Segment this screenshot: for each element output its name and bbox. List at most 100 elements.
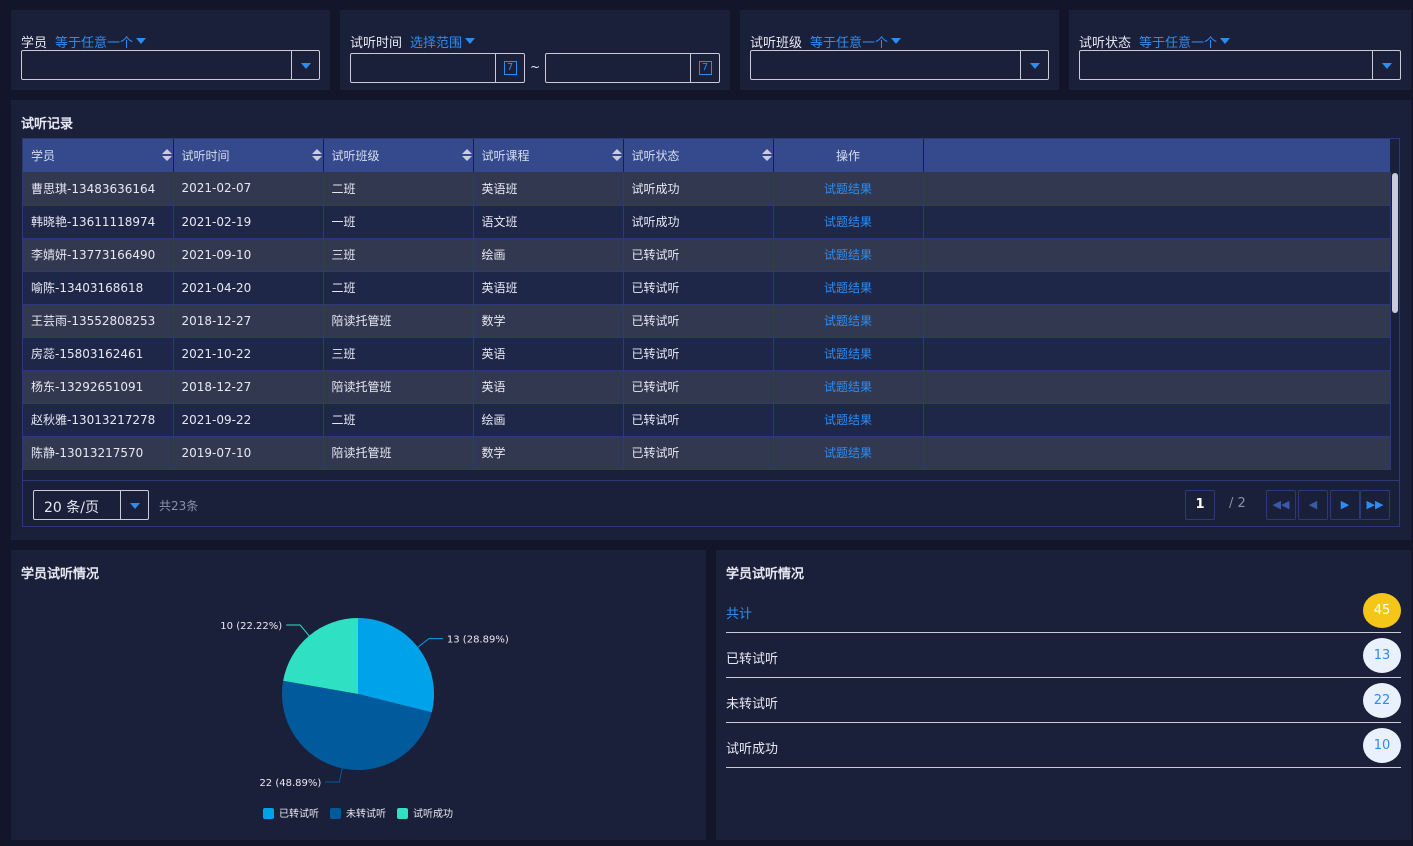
last-page-icon[interactable]: ▶▶ xyxy=(1360,490,1390,520)
result-link[interactable]: 试题结果 xyxy=(773,436,924,470)
next-page-icon[interactable]: ▶ xyxy=(1330,490,1360,520)
result-link[interactable]: 试题结果 xyxy=(773,370,924,404)
slice-label: 13 (28.89%) xyxy=(447,635,509,646)
chevron-down-icon[interactable] xyxy=(1372,51,1400,79)
table-cell: 英语班 xyxy=(473,271,624,305)
chevron-down-icon[interactable] xyxy=(1020,51,1048,79)
table-cell xyxy=(923,370,1391,404)
table-cell: 三班 xyxy=(323,238,474,272)
result-link[interactable]: 试题结果 xyxy=(773,337,924,371)
filter-status: 试听状态 等于任意一个 xyxy=(1069,10,1411,90)
legend-label[interactable]: 未转试听 xyxy=(346,807,386,820)
table-cell xyxy=(923,436,1391,470)
table-cell: 绘画 xyxy=(473,238,624,272)
pie-slice[interactable] xyxy=(358,618,434,713)
operator-dropdown[interactable]: 等于任意一个 xyxy=(55,36,146,51)
table-cell: 陪读托管班 xyxy=(323,304,474,338)
label-line xyxy=(286,624,310,637)
table-cell: 李婧妍-13773166490 xyxy=(23,238,174,272)
operator-dropdown[interactable]: 等于任意一个 xyxy=(810,36,901,51)
table-cell: 2021-04-20 xyxy=(173,271,324,305)
table-cell: 一班 xyxy=(323,205,474,239)
column-header[interactable]: 试听课程 xyxy=(473,139,624,172)
table-row: 杨东-13292651091 2018-12-27 陪读托管班 英语 已转试听 试题结果 xyxy=(23,370,1391,404)
table-cell: 2021-02-07 xyxy=(173,172,324,206)
class-select[interactable] xyxy=(750,50,1049,80)
result-link[interactable]: 试题结果 xyxy=(773,205,924,239)
count-badge: 22 xyxy=(1363,683,1401,718)
operator-dropdown[interactable]: 等于任意一个 xyxy=(1139,36,1230,51)
stat-label: 试听成功 xyxy=(726,742,779,757)
pie-slice[interactable] xyxy=(283,618,358,694)
chevron-down-icon[interactable] xyxy=(120,491,148,519)
panel-title: 试听记录 xyxy=(21,117,74,132)
count-badge: 45 xyxy=(1363,593,1401,628)
table-cell: 陪读托管班 xyxy=(323,436,474,470)
table-cell: 喻陈-13403168618 xyxy=(23,271,174,305)
table-cell: 试听成功 xyxy=(623,205,774,239)
table-cell: 王芸雨-13552808253 xyxy=(23,304,174,338)
result-link[interactable]: 试题结果 xyxy=(773,304,924,338)
table-cell: 2019-07-10 xyxy=(173,436,324,470)
table-cell: 韩晓艳-13611118974 xyxy=(23,205,174,239)
stat-row: 共计 45 xyxy=(726,588,1401,633)
column-header[interactable]: 学员 xyxy=(23,139,174,172)
table-cell xyxy=(923,304,1391,338)
table-cell xyxy=(923,238,1391,272)
current-page-input[interactable]: 1 xyxy=(1185,490,1215,520)
table-cell: 2021-09-10 xyxy=(173,238,324,272)
table-row: 陈静-13013217570 2019-07-10 陪读托管班 数学 已转试听 试题结果 xyxy=(23,436,1391,470)
operator-dropdown[interactable]: 选择范围 xyxy=(410,36,475,51)
first-page-icon[interactable]: ◀◀ xyxy=(1266,490,1296,520)
total-count: 共23条 xyxy=(159,499,199,513)
page-size-select[interactable]: 20 条/页 xyxy=(33,490,149,520)
column-header[interactable]: 操作 xyxy=(773,139,924,172)
filter-class: 试听班级 等于任意一个 xyxy=(740,10,1059,90)
table-cell: 试听成功 xyxy=(623,172,774,206)
scrollbar[interactable] xyxy=(1392,173,1398,313)
pie-slice[interactable] xyxy=(282,680,432,770)
status-select[interactable] xyxy=(1079,50,1401,80)
filter-label: 试听班级 xyxy=(750,36,803,51)
table-cell: 二班 xyxy=(323,403,474,437)
slice-label: 22 (48.89%) xyxy=(259,778,321,789)
calendar-icon[interactable]: 7 xyxy=(690,54,719,82)
table-cell: 赵秋雅-13013217278 xyxy=(23,403,174,437)
result-link[interactable]: 试题结果 xyxy=(773,271,924,305)
records-table: 学员 试听时间 试听班级 试听课程 试听状态 操作 曹思琪-13483636164 2021… xyxy=(23,139,1391,470)
label-line xyxy=(325,768,343,783)
table-cell: 房蕊-15803162461 xyxy=(23,337,174,371)
table-row: 喻陈-13403168618 2021-04-20 二班 英语班 已转试听 试题结果 xyxy=(23,271,1391,305)
legend-label[interactable]: 试听成功 xyxy=(413,807,453,820)
table-cell xyxy=(923,337,1391,371)
table-row: 赵秋雅-13013217278 2021-09-22 二班 绘画 已转试听 试题结果 xyxy=(23,403,1391,437)
prev-page-icon[interactable]: ◀ xyxy=(1298,490,1328,520)
column-header[interactable]: 试听班级 xyxy=(323,139,474,172)
table-cell: 二班 xyxy=(323,172,474,206)
start-date-input[interactable]: 7 xyxy=(350,53,525,83)
result-link[interactable]: 试题结果 xyxy=(773,238,924,272)
table-cell xyxy=(923,205,1391,239)
stat-label: 未转试听 xyxy=(726,697,779,712)
calendar-icon[interactable]: 7 xyxy=(495,54,524,82)
legend-label[interactable]: 已转试听 xyxy=(279,807,319,820)
column-header[interactable]: 试听时间 xyxy=(173,139,324,172)
table-cell: 数学 xyxy=(473,436,624,470)
table-cell: 绘画 xyxy=(473,403,624,437)
chevron-down-icon[interactable] xyxy=(291,51,319,79)
end-date-input[interactable]: 7 xyxy=(545,53,720,83)
filter-label: 试听时间 xyxy=(350,36,403,51)
result-link[interactable]: 试题结果 xyxy=(773,403,924,437)
table-cell: 2021-10-22 xyxy=(173,337,324,371)
filter-label: 试听状态 xyxy=(1079,36,1132,51)
label-line xyxy=(417,638,443,648)
table-cell xyxy=(923,271,1391,305)
column-header[interactable]: 试听状态 xyxy=(623,139,774,172)
pagination: 20 条/页 共23条 1 / 2 ◀◀ ◀ ▶ ▶▶ xyxy=(22,481,1400,527)
table-cell: 杨东-13292651091 xyxy=(23,370,174,404)
table-cell: 曹思琪-13483636164 xyxy=(23,172,174,206)
result-link[interactable]: 试题结果 xyxy=(773,172,924,206)
table-cell: 二班 xyxy=(323,271,474,305)
student-select[interactable] xyxy=(21,50,320,80)
count-badge: 10 xyxy=(1363,728,1401,763)
